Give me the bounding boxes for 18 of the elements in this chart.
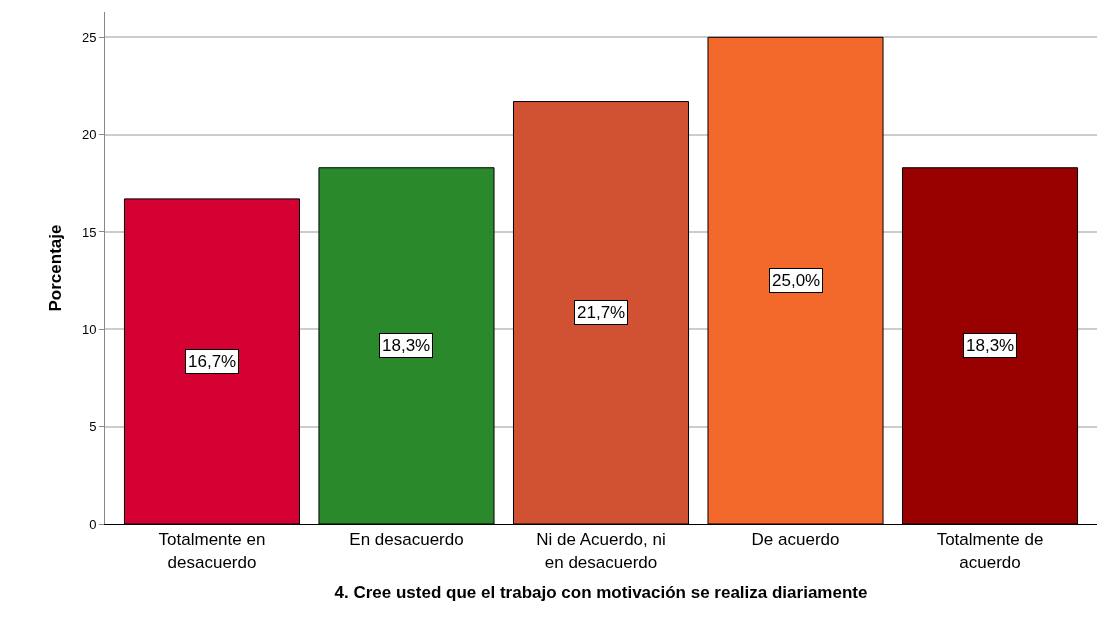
y-tick-label: 5 <box>89 419 97 435</box>
x-tick-label: Totalmente de acuerdo <box>936 530 1044 572</box>
x-tick-label: En desacuerdo <box>349 530 464 550</box>
data-label: 21,7% <box>577 303 626 322</box>
x-tick-label: Ni de Acuerdo, ni en desacuerdo <box>536 530 666 572</box>
y-tick-label: 15 <box>81 224 97 240</box>
y-tick-label: 0 <box>89 516 97 532</box>
y-tick-label: 25 <box>81 29 97 45</box>
data-label: 25,0% <box>772 271 821 290</box>
data-label: 16,7% <box>188 352 237 371</box>
y-tick-label: 20 <box>81 127 97 143</box>
x-tick-label: De acuerdo <box>751 530 840 550</box>
x-axis-title: 4. Cree usted que el trabajo con motivación se realiza diariamente <box>334 582 868 602</box>
data-label: 18,3% <box>382 336 431 355</box>
y-axis-title: Porcentaje <box>46 224 66 312</box>
y-tick-label: 10 <box>81 321 97 337</box>
x-tick-label: Totalmente en desacuerdo <box>158 530 266 572</box>
data-label: 18,3% <box>966 336 1015 355</box>
